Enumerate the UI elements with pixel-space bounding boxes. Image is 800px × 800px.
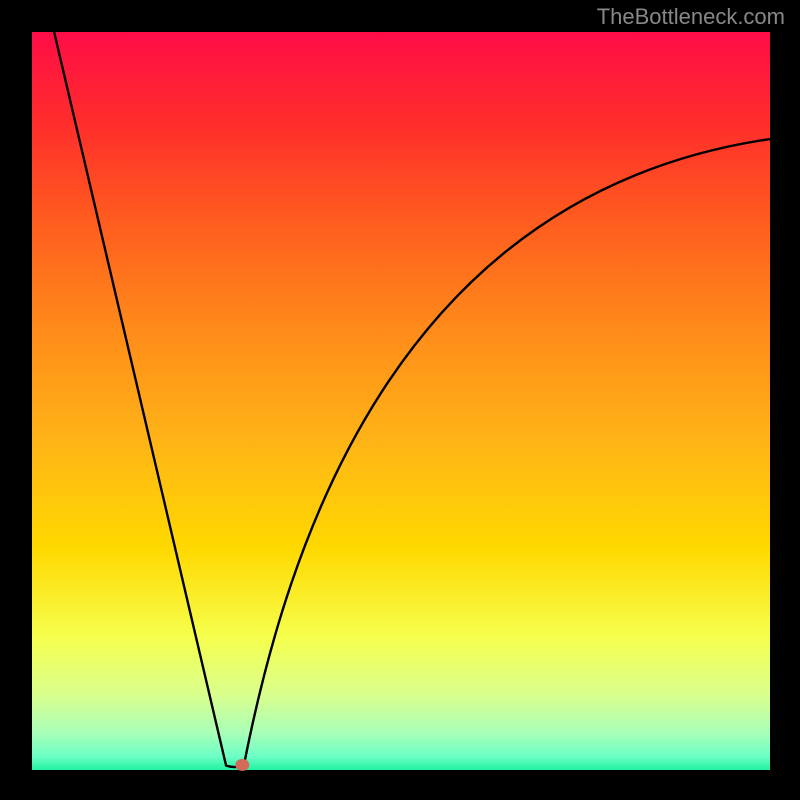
bottleneck-chart [0,0,800,800]
plot-background [32,32,770,770]
watermark-text: TheBottleneck.com [597,4,785,30]
optimum-marker [235,759,249,771]
chart-stage: TheBottleneck.com [0,0,800,800]
